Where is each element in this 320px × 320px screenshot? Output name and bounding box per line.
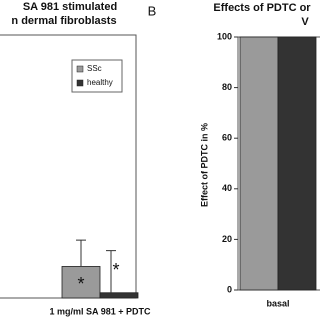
error-bar (76, 239, 86, 267)
x-tick-label: 1 mg/ml SA 981 + PDTC (50, 306, 151, 316)
x-tick-label: basal (266, 298, 289, 308)
legend-swatch (76, 65, 84, 73)
chart-title: V (301, 16, 309, 28)
annotation: * (112, 260, 119, 280)
y-tick-label: 20 (222, 234, 232, 244)
bar (239, 36, 279, 291)
bar (61, 266, 101, 299)
legend-swatch (76, 79, 84, 87)
error-bar (106, 250, 116, 293)
y-tick-label: 0 (227, 284, 232, 294)
legend-label: SSc (87, 64, 102, 73)
y-tick-label: 40 (222, 183, 232, 193)
bar (277, 36, 317, 291)
y-tick-label: 60 (222, 133, 232, 143)
bar (99, 292, 139, 299)
annotation: * (77, 274, 84, 294)
legend-box (71, 59, 123, 93)
chart-title: n dermal fibroblasts (11, 15, 116, 27)
legend-label: healthy (87, 78, 113, 87)
y-tick-label: 100 (217, 31, 232, 41)
y-axis-label: Effect of PDTC in % (199, 123, 209, 207)
panel-label: B (148, 3, 157, 18)
chart-title: SA 981 stimulated (23, 1, 117, 13)
chart-title: Effects of PDTC or (213, 2, 311, 14)
y-tick-label: 80 (222, 82, 232, 92)
